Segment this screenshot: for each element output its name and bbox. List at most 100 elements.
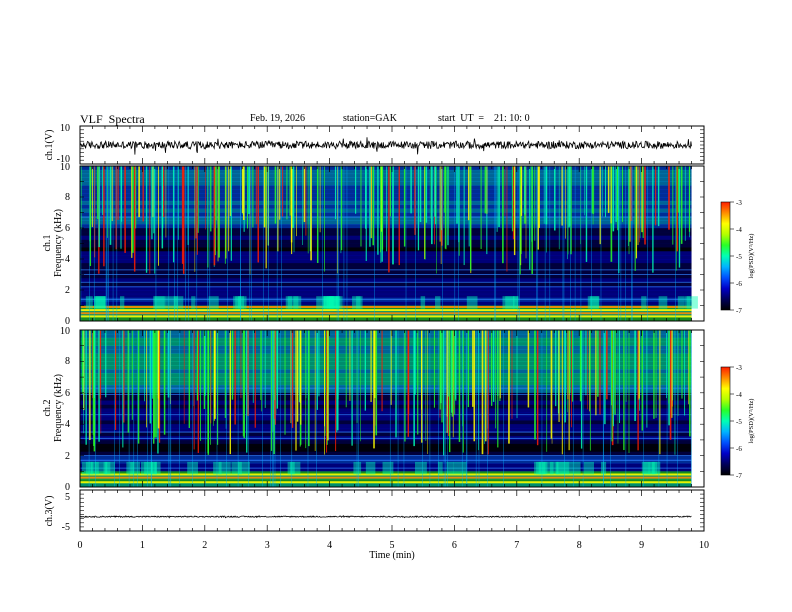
ch1-colorbar: -3 -4 -5 -6 -7 log(PSD)(V²/Hz) xyxy=(720,199,755,315)
low-frequency-emission xyxy=(466,296,478,309)
spectrogram-band xyxy=(80,313,692,318)
waveform-trace xyxy=(79,137,692,155)
low-frequency-emission xyxy=(600,461,607,475)
spectrogram-band xyxy=(80,189,692,194)
low-frequency-emission xyxy=(435,296,441,309)
ch1-spec-ytick-10: 10 xyxy=(60,162,70,173)
spectrogram-band xyxy=(80,197,692,202)
spectrogram-band xyxy=(80,341,692,346)
ch1-spectrogram-image xyxy=(80,166,698,322)
spectrogram-band xyxy=(80,451,692,456)
spectrogram-band xyxy=(80,384,692,390)
ch1-waveform-ylabel: ch.1(V) xyxy=(44,130,55,161)
spectrogram-band xyxy=(80,337,692,343)
cb1-tick-m6: -6 xyxy=(736,280,742,288)
low-frequency-emission xyxy=(648,461,658,475)
time-axis-tick-label: 0 xyxy=(78,540,83,551)
low-frequency-emission xyxy=(187,461,198,475)
spectrogram-band xyxy=(80,373,692,378)
spectrogram-band xyxy=(80,424,692,429)
low-frequency-emission xyxy=(538,461,548,475)
low-frequency-emission xyxy=(326,296,340,309)
low-frequency-emission xyxy=(353,461,362,475)
time-axis-tick-label: 8 xyxy=(577,540,582,551)
spectrogram-band xyxy=(80,396,692,401)
spectrogram-band xyxy=(80,166,692,171)
ch1-spec-ytick-0: 0 xyxy=(65,316,70,327)
low-frequency-emission xyxy=(231,461,242,475)
start-time-label: start UT = 21: 10: 0 xyxy=(438,113,530,124)
spectrogram-band xyxy=(80,177,692,182)
spectrogram-band xyxy=(80,231,692,237)
spectrogram-band xyxy=(80,317,692,322)
spectrogram-band xyxy=(80,309,692,314)
spectrogram-band xyxy=(80,255,692,260)
spectrogram-band xyxy=(80,216,692,221)
figure-title: VLF Spectra xyxy=(80,112,145,126)
low-frequency-emission xyxy=(85,296,93,309)
cb2-tick-m4: -4 xyxy=(736,391,742,399)
low-frequency-emission xyxy=(323,296,338,309)
spectrogram-band xyxy=(80,181,692,186)
spectrogram-band xyxy=(80,455,692,460)
ch3-waveform-ylabel: ch.3(V) xyxy=(44,496,55,527)
low-frequency-emission xyxy=(536,461,542,475)
low-frequency-emission xyxy=(502,296,515,309)
low-frequency-emission xyxy=(316,296,326,309)
ch1-waveform-panel: 10 -10 ch.1(V) xyxy=(44,123,705,165)
ch2-channel-label: ch.2 xyxy=(42,400,53,417)
spectrogram-band xyxy=(80,408,692,413)
low-frequency-emission xyxy=(153,296,166,309)
low-frequency-emission xyxy=(213,461,222,475)
low-frequency-emission xyxy=(684,296,691,309)
low-frequency-emission xyxy=(555,461,569,475)
ch3-ytick-top: 5 xyxy=(65,492,70,503)
spectrogram-band xyxy=(80,251,692,256)
spectrogram-band xyxy=(80,333,692,339)
spectrogram-band xyxy=(80,173,692,178)
low-frequency-emission xyxy=(120,296,125,309)
low-frequency-emission xyxy=(323,296,335,309)
time-axis-tick-label: 5 xyxy=(390,540,395,551)
low-frequency-emission xyxy=(658,296,668,309)
low-frequency-emission xyxy=(549,461,559,475)
ch2-spec-ytick-8: 8 xyxy=(65,356,70,367)
ch1-spec-ytick-8: 8 xyxy=(65,192,70,203)
spectrogram-band xyxy=(80,432,692,437)
spectrogram-band xyxy=(80,428,692,433)
ch2-spec-ytick-10: 10 xyxy=(60,326,70,337)
spectrogram-band xyxy=(80,357,692,362)
low-frequency-emission xyxy=(513,296,519,309)
low-frequency-emission xyxy=(420,296,426,309)
ch3-ytick-bottom: -5 xyxy=(62,522,70,533)
low-frequency-emission xyxy=(641,296,647,309)
ch2-frequency-ylabel: Frequency (kHz) xyxy=(53,374,64,442)
spectrogram-band xyxy=(80,266,692,271)
low-frequency-emission xyxy=(587,296,600,309)
low-frequency-emission xyxy=(130,461,141,475)
low-frequency-emission xyxy=(126,461,135,475)
ch1-spectrogram-panel: 0 2 4 6 8 10 ch.1 Frequency (kHz) xyxy=(42,162,705,327)
low-frequency-emission xyxy=(325,296,339,309)
spectrogram-band xyxy=(80,459,692,464)
low-frequency-emission xyxy=(414,461,427,475)
low-frequency-emission xyxy=(556,461,570,475)
ch1-ytick-bottom: -10 xyxy=(57,154,70,165)
spectrogram-band xyxy=(80,365,692,370)
low-frequency-emission xyxy=(356,296,361,309)
spectrogram-band xyxy=(80,361,692,366)
time-axis-tick-label: 7 xyxy=(514,540,519,551)
low-frequency-emission xyxy=(287,461,295,475)
spectrogram-band xyxy=(80,381,692,386)
time-axis-tick-label: 2 xyxy=(202,540,207,551)
low-frequency-emission xyxy=(322,296,334,309)
low-frequency-emission xyxy=(237,461,250,475)
low-frequency-emission xyxy=(238,296,247,309)
spectrogram-band xyxy=(80,239,692,244)
cb2-tick-m6: -6 xyxy=(736,445,742,453)
cb2-tick-m3: -3 xyxy=(736,364,742,372)
spectrogram-band xyxy=(80,193,692,198)
low-frequency-emission xyxy=(233,296,241,309)
spectrogram-band xyxy=(80,388,692,394)
